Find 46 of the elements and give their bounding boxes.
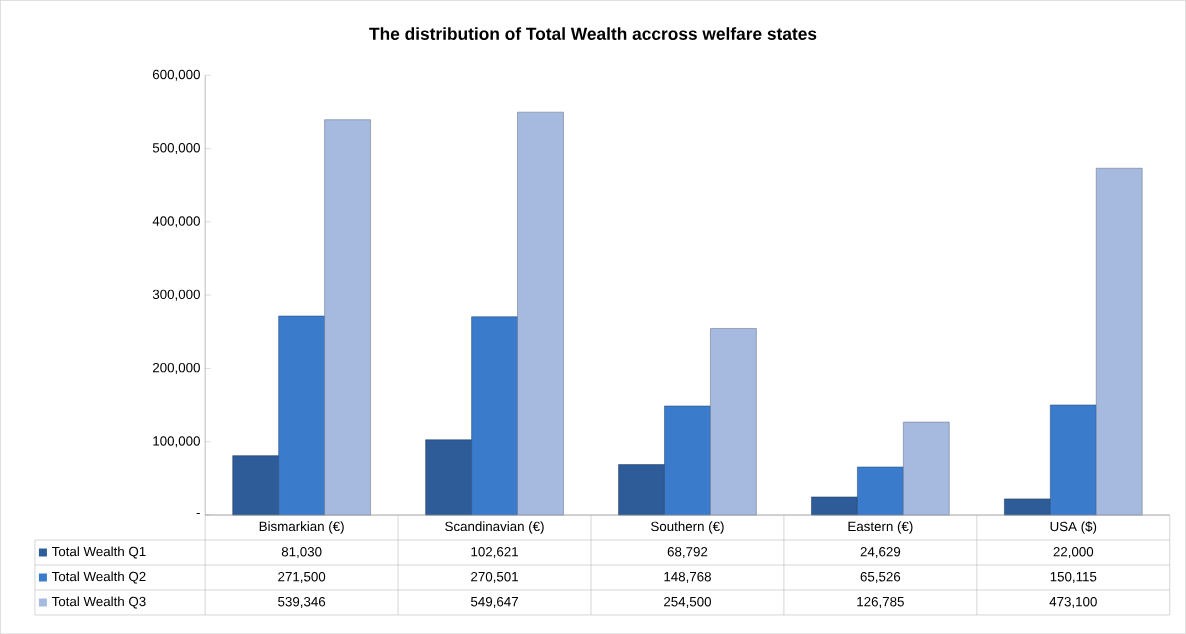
x-tick-label: USA ($) <box>1050 521 1097 534</box>
data-label: 65,526 <box>860 571 901 583</box>
bar <box>710 328 757 516</box>
x-tick-label: Eastern (€) <box>848 521 913 534</box>
data-label: 549,647 <box>471 596 518 608</box>
bar <box>425 439 472 516</box>
chart-title: The distribution of Total Wealth accross welfare states <box>369 27 817 40</box>
x-tick-label: Southern (€) <box>651 521 724 534</box>
x-tick-label: Scandinavian (€) <box>445 521 544 534</box>
y-tick-label: 500,000 <box>152 142 200 154</box>
bar <box>811 496 858 516</box>
y-tick-label: 300,000 <box>152 289 200 301</box>
bar <box>278 315 325 516</box>
data-label: 473,100 <box>1049 596 1097 608</box>
legend-label: Total Wealth Q3 <box>51 596 146 609</box>
data-label: 270,501 <box>471 571 518 583</box>
y-tick-label: 100,000 <box>153 436 200 448</box>
bar <box>903 421 950 516</box>
y-tick-label: - <box>196 512 200 514</box>
data-label: 254,500 <box>664 596 712 608</box>
data-label: 81,030 <box>281 546 322 558</box>
bar <box>232 455 279 516</box>
bar <box>324 119 371 516</box>
data-label: 539,346 <box>278 596 326 608</box>
bar <box>1050 404 1097 516</box>
data-label: 126,785 <box>857 596 904 608</box>
y-tick-label: 200,000 <box>152 362 200 374</box>
bar <box>857 466 904 516</box>
bar <box>517 111 564 516</box>
bar <box>664 405 711 516</box>
bar <box>618 464 665 516</box>
y-tick-label: 400,000 <box>152 216 200 228</box>
y-tick-label: 600,000 <box>152 69 200 81</box>
data-label: 22,000 <box>1053 546 1094 558</box>
data-label: 102,621 <box>471 546 518 558</box>
bar <box>1004 498 1051 516</box>
data-label: 150,115 <box>1050 571 1097 583</box>
data-label: 24,629 <box>860 546 901 558</box>
bar <box>1095 167 1143 516</box>
bar <box>471 316 518 516</box>
legend-label: Total Wealth Q1 <box>51 546 146 559</box>
data-label: 271,500 <box>278 571 326 583</box>
x-tick-label: Bismarkian (€) <box>259 521 344 534</box>
data-label: 68,792 <box>667 546 708 558</box>
legend-label: Total Wealth Q2 <box>51 571 146 584</box>
data-label: 148,768 <box>664 571 711 583</box>
